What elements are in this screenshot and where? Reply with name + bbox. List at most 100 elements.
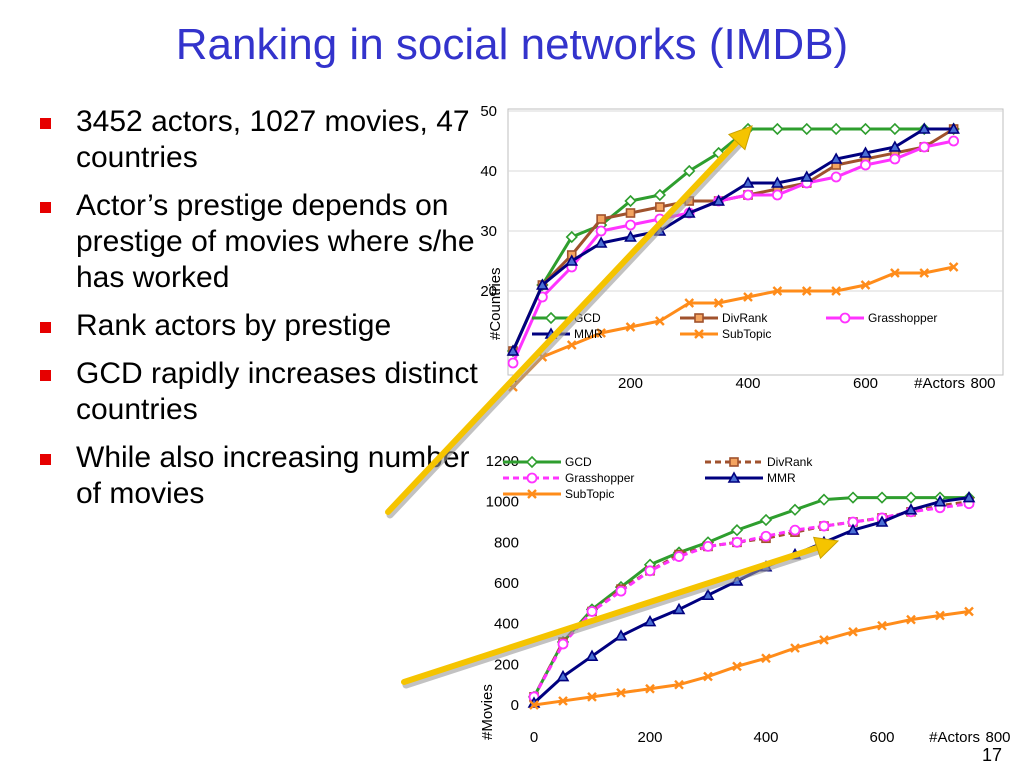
x-tick-label: 0 xyxy=(530,729,538,746)
subtopic-marker xyxy=(684,298,695,308)
divrank-marker xyxy=(596,214,606,224)
gcd-marker xyxy=(817,493,831,506)
bullet-text: While also increasing number of movies xyxy=(76,441,470,510)
grasshopper-marker xyxy=(789,524,801,536)
grasshopper-marker xyxy=(818,520,830,532)
legend-subtopic-marker xyxy=(527,489,537,499)
series-line-grasshopper xyxy=(532,502,970,698)
grasshopper-marker xyxy=(731,536,743,548)
y-tick-label: 1200 xyxy=(486,453,519,470)
gcd-marker xyxy=(829,122,843,136)
bullet-item: Rank actors by prestige xyxy=(36,308,486,344)
grasshopper-marker xyxy=(742,189,754,201)
subtopic-marker xyxy=(645,683,655,694)
grasshopper-marker xyxy=(625,219,636,231)
y-tick-label: 20 xyxy=(480,283,497,300)
y-tick-label: 0 xyxy=(511,697,519,714)
bullet-square-icon xyxy=(40,202,51,213)
subtopic-marker xyxy=(790,643,800,653)
subtopic-marker xyxy=(625,322,636,332)
x-tick-label: 400 xyxy=(753,729,778,746)
grasshopper-marker xyxy=(760,530,772,542)
highlight-arrow-upper xyxy=(385,125,753,519)
series-line-subtopic xyxy=(533,609,970,707)
highlight-arrow-lower xyxy=(401,536,840,689)
y-axis-label: #Movies xyxy=(479,684,496,740)
mmr-marker xyxy=(506,344,520,356)
mmr-marker xyxy=(614,629,628,641)
y-tick-label: 800 xyxy=(494,534,519,551)
y-tick-label: 50 xyxy=(480,103,497,120)
series-line-gcd xyxy=(532,496,969,698)
mmr-marker xyxy=(682,206,696,218)
x-tick-label: 200 xyxy=(618,375,643,392)
series-mmr xyxy=(506,122,960,356)
x-tick-label: 600 xyxy=(853,375,878,392)
arrow-head-icon xyxy=(812,536,840,560)
legend-subtopic-marker xyxy=(694,329,704,339)
subtopic-marker xyxy=(529,700,539,710)
subtopic-marker xyxy=(713,298,724,308)
gcd-marker xyxy=(800,122,813,136)
mmr-marker xyxy=(846,523,860,535)
y-tick-label: 40 xyxy=(480,163,497,180)
subtopic-marker xyxy=(655,316,665,326)
arrow-shaft xyxy=(385,139,740,515)
subtopic-marker xyxy=(964,606,974,617)
page-number: 17 xyxy=(981,745,1002,765)
gcd-marker xyxy=(771,122,784,136)
gcd-marker xyxy=(788,503,802,516)
subtopic-marker xyxy=(819,635,829,645)
mmr-marker xyxy=(594,236,608,248)
gcd-marker xyxy=(653,188,667,202)
x-axis-label: #Actors xyxy=(929,729,980,746)
y-tick-label: 400 xyxy=(494,616,519,633)
mmr-marker xyxy=(643,614,657,627)
subtopic-marker xyxy=(948,262,959,272)
subtopic-marker xyxy=(906,614,916,625)
mmr-marker xyxy=(556,669,570,682)
legend-gcd-marker xyxy=(544,311,558,325)
mmr-marker xyxy=(962,490,976,503)
chart-2: 1200 1000 800 600 400 200 00 200 400 600 800 #Actor… xyxy=(479,453,1011,746)
bullet-item: Actor’s prestige depends on prestige of … xyxy=(36,188,486,296)
legend-label-divrank: DivRank xyxy=(767,455,813,469)
grasshopper-marker xyxy=(771,189,783,201)
bullet-square-icon xyxy=(40,454,51,465)
mmr-marker xyxy=(624,230,637,242)
legend-divrank-marker xyxy=(694,313,704,323)
legend-label-divrank: DivRank xyxy=(722,311,768,325)
grasshopper-marker xyxy=(860,159,871,171)
subtopic-marker xyxy=(935,610,945,621)
subtopic-marker xyxy=(919,268,930,278)
bullet-list: 3452 actors, 1027 movies, 47 countries A… xyxy=(36,104,486,524)
mmr-marker xyxy=(800,170,814,182)
arrow-shadow xyxy=(386,141,743,519)
mmr-marker xyxy=(947,122,960,134)
mmr-marker xyxy=(701,588,715,601)
mmr-marker xyxy=(672,602,686,615)
subtopic-marker xyxy=(761,653,771,664)
plot-border xyxy=(507,108,1004,376)
legend-grasshopper-marker xyxy=(526,472,538,484)
bullet-item: 3452 actors, 1027 movies, 47 countries xyxy=(36,104,486,176)
arrow-shadow xyxy=(402,547,823,689)
subtopic-marker xyxy=(877,620,887,631)
subtopic-marker xyxy=(596,328,606,338)
x-tick-label: 800 xyxy=(970,375,995,392)
subtopic-marker xyxy=(558,696,568,706)
bullet-square-icon xyxy=(40,322,51,333)
arrow-shaft xyxy=(401,544,821,685)
grasshopper-marker xyxy=(507,357,519,369)
mmr-marker xyxy=(771,176,784,188)
grasshopper-marker xyxy=(889,153,901,165)
mmr-marker xyxy=(712,194,725,206)
subtopic-marker xyxy=(743,292,753,302)
subtopic-marker xyxy=(848,626,858,637)
grasshopper-marker xyxy=(644,565,656,577)
grasshopper-marker xyxy=(586,606,598,617)
subtopic-marker xyxy=(566,340,577,350)
